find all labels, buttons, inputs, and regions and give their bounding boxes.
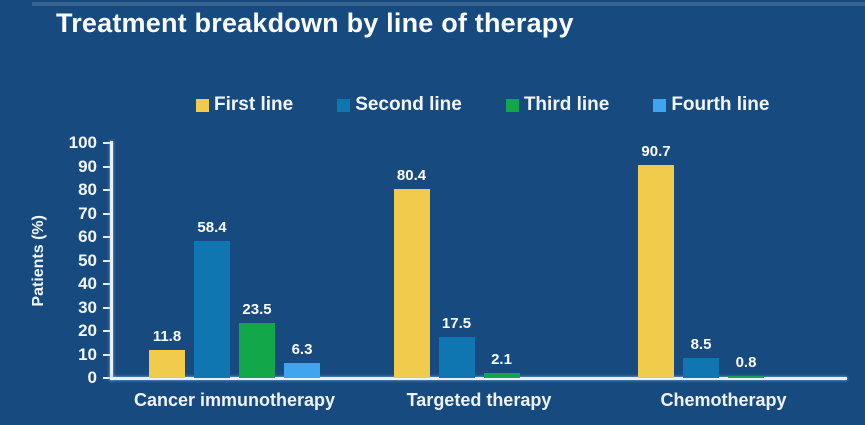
- y-axis-title-text: Patients (%): [30, 214, 47, 307]
- y-tick-mark: [103, 377, 110, 379]
- bar-value-label: 17.5: [441, 314, 472, 332]
- bar-value-label: 58.4: [197, 218, 227, 236]
- bar-value-label: 80.4: [396, 167, 427, 185]
- y-tick-mark: [103, 306, 110, 309]
- y-tick-label: 70: [78, 203, 97, 223]
- legend-label: Second line: [355, 94, 462, 115]
- y-tick-label: 50: [78, 250, 97, 270]
- bar-first-line-2: [638, 164, 674, 378]
- x-axis-line: [110, 377, 847, 380]
- y-tick-label: 30: [78, 297, 97, 317]
- y-tick-mark: [103, 283, 110, 285]
- bar-third-line-1: [483, 373, 520, 378]
- legend-swatch-icon: [196, 98, 209, 112]
- legend: First line Second line Third line Fourth li…: [196, 94, 769, 116]
- category-label-1: Targeted therapy: [406, 390, 552, 410]
- y-tick-label: 0: [87, 368, 97, 387]
- legend-item-second-line: Second line: [337, 94, 462, 116]
- bar-first-line-1: [393, 189, 430, 378]
- y-axis-title: Patients (%): [30, 143, 48, 378]
- bar-value-label: 23.5: [242, 300, 272, 318]
- chart-title: Treatment breakdown by line of therapy: [56, 8, 574, 38]
- category-label-0: Cancer immunotherapy: [133, 390, 336, 410]
- y-tick-label: 90: [78, 156, 97, 176]
- legend-swatch-icon: [653, 98, 667, 112]
- bar-second-line-1: [438, 336, 475, 378]
- legend-item-fourth-line: Fourth line: [653, 94, 769, 116]
- legend-label: Third line: [523, 94, 610, 115]
- bar-fourth-line-0: [284, 363, 320, 378]
- legend-label: First line: [214, 94, 294, 115]
- top-edge-highlight: [32, 2, 865, 6]
- legend-item-third-line: Third line: [505, 94, 610, 116]
- y-tick-mark: [103, 330, 110, 332]
- bar-value-label: 90.7: [641, 142, 671, 160]
- y-tick-mark: [103, 236, 110, 238]
- bar-value-label: 6.3: [291, 341, 313, 359]
- legend-label: Fourth line: [671, 94, 770, 115]
- legend-swatch-icon: [337, 98, 351, 112]
- y-tick-mark: [103, 353, 110, 356]
- bar-value-label: 0.8: [735, 354, 757, 371]
- y-tick-mark: [103, 189, 110, 191]
- y-tick-label: 80: [78, 180, 97, 199]
- y-tick-label: 10: [78, 344, 97, 364]
- bar-third-line-2: [728, 376, 764, 378]
- y-tick-mark: [103, 259, 110, 262]
- bar-second-line-2: [683, 358, 719, 378]
- bar-second-line-0: [194, 240, 230, 378]
- y-axis-line: [110, 141, 113, 380]
- bar-third-line-0: [239, 322, 275, 378]
- bar-value-label: 2.1: [491, 351, 512, 369]
- bar-value-label: 8.5: [690, 336, 712, 354]
- y-tick-mark: [103, 212, 110, 215]
- y-tick-mark: [103, 142, 110, 144]
- y-tick-label: 20: [78, 321, 97, 340]
- legend-item-first-line: First line: [196, 94, 293, 116]
- y-tick-label: 100: [68, 133, 97, 152]
- y-tick-mark: [103, 165, 110, 168]
- legend-swatch-icon: [505, 98, 519, 112]
- category-label-2: Chemotherapy: [660, 390, 787, 410]
- bar-first-line-0: [149, 350, 185, 378]
- y-tick-label: 60: [78, 227, 97, 246]
- bar-value-label: 11.8: [152, 328, 182, 346]
- y-tick-label: 40: [78, 274, 97, 293]
